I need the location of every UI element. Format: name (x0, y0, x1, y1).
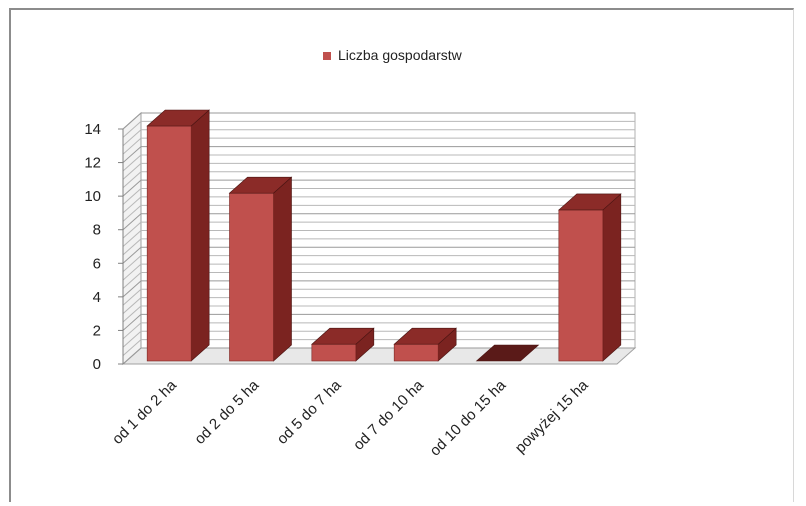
gridline-side (122, 238, 142, 256)
gridline-side (122, 221, 142, 239)
y-tick-label: 0 (93, 356, 101, 373)
bar-front (393, 343, 439, 362)
gridline-side (122, 146, 142, 163)
gridline-side (122, 347, 142, 365)
gridline-side (122, 280, 142, 298)
gridline-side (122, 154, 142, 172)
bar-front (229, 192, 274, 362)
gridline-side (122, 263, 142, 281)
gridline-side (122, 112, 142, 130)
x-axis-labels: od 1 do 2 ha od 2 do 5 ha od 5 do 7 ha od 7… (109, 376, 592, 459)
x-tick-label: od 2 do 5 ha (191, 376, 262, 447)
legend: Liczba gospodarstw (323, 47, 463, 63)
bar (311, 327, 375, 362)
y-tick-label: 14 (84, 121, 101, 138)
gridline-side (122, 314, 142, 331)
bar-top (311, 327, 375, 345)
gridline-side (122, 179, 142, 197)
gridline-side (122, 196, 142, 214)
x-tick-label: od 1 do 2 ha (109, 376, 180, 447)
gridline-side (122, 213, 142, 231)
bar (228, 176, 293, 362)
gridline-side (122, 188, 142, 205)
gridline-side (122, 322, 142, 340)
x-tick-label: od 5 do 7 ha (274, 376, 345, 447)
bar (475, 344, 540, 362)
gridline-side (122, 246, 142, 264)
gridline-side (122, 272, 142, 289)
chart-frame (9, 8, 794, 502)
gridline-side (122, 137, 142, 155)
bar-top (146, 109, 210, 127)
bar-top (228, 176, 293, 194)
legend-label: Liczba gospodarstw (338, 47, 463, 63)
gridline-side (122, 129, 142, 147)
bar-front (311, 343, 357, 362)
y-axis-ticks: 0 2 4 6 8 10 12 14 (84, 121, 124, 373)
bar-top (558, 193, 622, 211)
bar-side (602, 193, 622, 362)
bar-front (146, 125, 192, 362)
x-tick-label: od 10 do 15 ha (427, 376, 510, 459)
bar-front (558, 209, 604, 362)
gridline-side (122, 171, 142, 189)
gridline-side (122, 288, 142, 306)
gridline-side (122, 305, 142, 323)
gridline-side (122, 230, 142, 247)
x-tick-label: od 7 do 10 ha (350, 376, 427, 453)
bar (558, 193, 622, 362)
gridline-side (122, 297, 142, 315)
gridline-side (122, 339, 142, 356)
bar (146, 109, 210, 362)
gridline-side (122, 255, 142, 273)
y-tick-label: 8 (93, 222, 101, 239)
gridline-side (122, 330, 142, 348)
bars (146, 109, 622, 362)
y-tick-label: 4 (93, 289, 101, 306)
bar-top (475, 344, 540, 362)
bar (393, 327, 457, 362)
gridline-side (122, 162, 142, 180)
gridline-side (122, 121, 142, 138)
bar-side (190, 109, 210, 362)
gridline-side (122, 204, 142, 222)
y-tick-label: 12 (84, 155, 101, 172)
x-tick-label: powyżej 15 ha (512, 376, 592, 456)
y-tick-label: 10 (84, 188, 101, 205)
y-tick-label: 2 (93, 322, 101, 339)
y-tick-label: 6 (93, 255, 101, 272)
bar-top (393, 327, 457, 345)
legend-swatch (323, 52, 331, 60)
bar-side (273, 176, 292, 362)
gridlines (122, 112, 635, 365)
